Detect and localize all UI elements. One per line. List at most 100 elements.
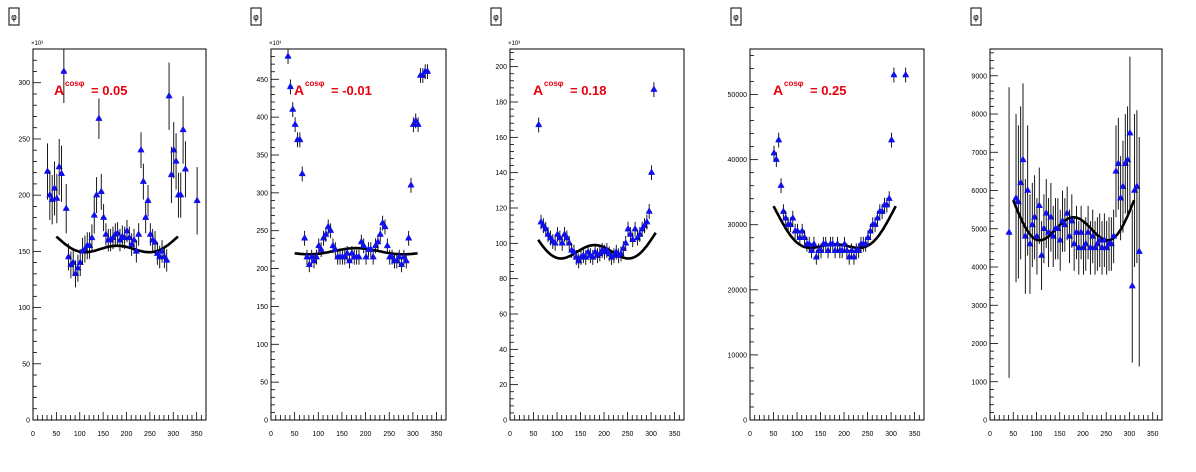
- data-point: [88, 233, 96, 241]
- data-point: [1059, 216, 1067, 224]
- x-tick-label: 100: [312, 431, 324, 438]
- data-point: [1114, 159, 1122, 166]
- y-tick-label: 450: [256, 77, 268, 84]
- data-point: [822, 239, 830, 247]
- data-point: [414, 120, 422, 127]
- x-tick-label: 250: [144, 431, 156, 438]
- data-point: [1063, 209, 1071, 216]
- data-point: [407, 180, 415, 188]
- y-tick-label: 250: [256, 228, 268, 235]
- y-tick-label: 150: [256, 304, 268, 311]
- data-point: [848, 246, 856, 253]
- data-point: [850, 252, 858, 260]
- x-tick-label: 300: [1124, 431, 1136, 438]
- data-point: [833, 239, 841, 247]
- data-point: [163, 256, 171, 263]
- data-point: [402, 256, 410, 264]
- data-point: [1070, 239, 1078, 247]
- data-point: [146, 230, 154, 237]
- data-point: [817, 246, 825, 253]
- y-tick-label: 100: [256, 342, 268, 349]
- data-point: [782, 213, 790, 221]
- data-point: [1082, 239, 1090, 247]
- data-point: [379, 218, 387, 226]
- y-tick-label: 20000: [728, 287, 748, 294]
- data-point: [398, 260, 406, 267]
- data-point: [772, 155, 780, 162]
- data-point: [878, 207, 886, 214]
- data-point: [1033, 232, 1041, 239]
- data-point: [862, 239, 870, 247]
- data-point: [777, 181, 785, 188]
- data-point: [1098, 243, 1106, 251]
- data-point: [1077, 228, 1085, 235]
- data-point: [1047, 212, 1055, 220]
- data-point: [558, 239, 566, 246]
- data-point: [843, 246, 851, 253]
- data-point: [135, 230, 143, 237]
- data-point: [1079, 243, 1087, 251]
- data-point: [798, 226, 806, 234]
- y-tick-label: 3000: [971, 303, 987, 310]
- data-point: [132, 247, 140, 254]
- asymmetry-value: = 0.05: [91, 83, 128, 98]
- data-point: [570, 247, 578, 255]
- y-tick-label: 350: [256, 153, 268, 160]
- data-point: [775, 135, 783, 143]
- y-tick-label: 7000: [971, 150, 987, 157]
- data-point: [1021, 232, 1029, 239]
- data-point: [1086, 243, 1094, 251]
- y-tick-label: 200: [495, 64, 507, 71]
- x-tick-label: 300: [407, 431, 419, 438]
- data-point: [388, 252, 396, 260]
- data-point: [1126, 128, 1134, 136]
- data-point: [53, 194, 61, 201]
- data-point: [551, 239, 559, 246]
- y-tick-label: 1000: [971, 379, 987, 386]
- asymmetry-symbol: A: [773, 82, 783, 98]
- data-point: [1110, 232, 1118, 239]
- data-point: [640, 221, 648, 228]
- data-point: [619, 244, 627, 251]
- panel-4: φ 0 50 100 150 200 250 300 350 10000 20000 30000 400…: [728, 7, 925, 438]
- data-point: [838, 246, 846, 253]
- data-point: [1061, 220, 1069, 228]
- data-point: [855, 246, 863, 253]
- data-point: [864, 233, 872, 240]
- data-point: [629, 235, 637, 243]
- asymmetry-symbol: A: [294, 82, 304, 98]
- x-tick-label: 250: [862, 431, 874, 438]
- data-point: [142, 213, 150, 220]
- data-point: [617, 249, 625, 257]
- data-point: [62, 204, 70, 211]
- data-point: [575, 256, 583, 264]
- asymmetry-value: = -0.01: [331, 83, 372, 98]
- data-point: [631, 224, 639, 232]
- y-tick-label: 100: [495, 241, 507, 248]
- data-point: [648, 168, 656, 175]
- y-tick-label: 9000: [971, 73, 987, 80]
- data-point: [296, 135, 304, 143]
- y-tick-label: 180: [495, 100, 507, 107]
- data-point: [1017, 178, 1025, 186]
- data-point: [610, 251, 618, 258]
- data-point: [286, 82, 294, 90]
- data-point: [1035, 201, 1043, 209]
- plot-frame: [749, 48, 925, 421]
- x-tick-label: 200: [121, 431, 133, 438]
- data-point: [357, 237, 365, 245]
- data-point: [1121, 159, 1129, 166]
- data-point: [1026, 239, 1034, 247]
- data-point: [114, 229, 122, 236]
- data-point: [1133, 182, 1141, 189]
- x-tick-label: 350: [669, 431, 681, 438]
- data-point: [565, 239, 573, 246]
- x-tick-label: 0: [988, 431, 992, 438]
- y-tick-label: 300: [18, 80, 30, 87]
- data-point: [1045, 228, 1053, 235]
- data-point: [395, 252, 403, 260]
- data-point: [102, 230, 110, 237]
- data-point: [301, 233, 309, 241]
